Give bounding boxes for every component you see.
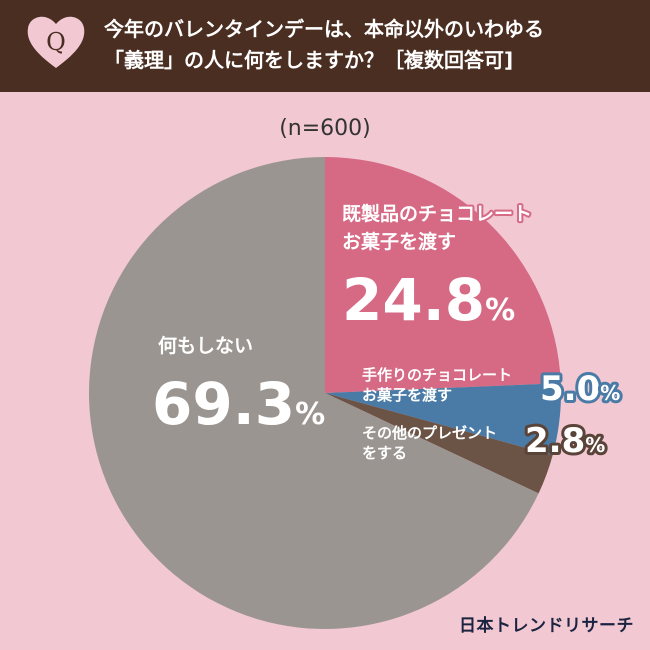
question-title-line1: 今年のバレンタインデーは、本命以外のいわゆる [104, 17, 544, 41]
label-chocolate-line1: 既製品のチョコレート [342, 203, 532, 225]
label-nothing: 何もしない [158, 334, 253, 357]
label-other-line2: をする [362, 444, 407, 462]
label-chocolate-line2: お菓子を渡す [342, 230, 456, 253]
question-title-line2: 「義理」の人に何をしますか？［複数回答可] [104, 48, 514, 72]
slice-other-present [325, 393, 553, 494]
slice-chocolate [325, 157, 561, 393]
slice-nothing [89, 157, 539, 629]
q-mark: Q [46, 28, 66, 56]
label-handmade-line1: 手作りのチョコレート [362, 366, 512, 384]
sample-size-label: (n=600) [279, 116, 371, 141]
label-handmade-line2: お菓子を渡す [362, 386, 452, 404]
slice-handmade [325, 383, 561, 456]
question-title: 今年のバレンタインデーは、本命以外のいわゆる 「義理」の人に何をしますか？［複数… [104, 14, 634, 76]
question-header: Q 今年のバレンタインデーは、本命以外のいわゆる 「義理」の人に何をしますか？［… [0, 0, 650, 92]
value-handmade: 5.0% [540, 369, 620, 409]
value-chocolate: 24.8% [342, 266, 515, 334]
heart-q-icon: Q [27, 16, 85, 68]
label-other-line1: その他のプレゼント [362, 424, 497, 442]
source-credit: 日本トレンドリサーチ [459, 616, 634, 636]
value-other: 2.8% [525, 421, 605, 461]
value-nothing: 69.3% [152, 370, 325, 438]
